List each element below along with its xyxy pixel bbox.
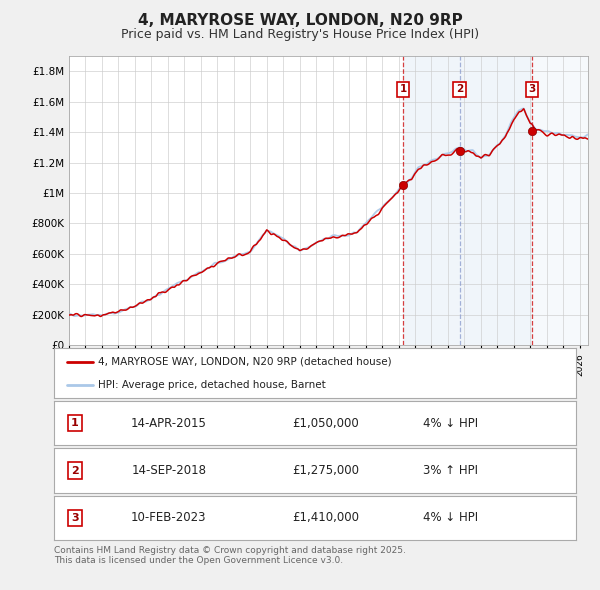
Text: 4, MARYROSE WAY, LONDON, N20 9RP (detached house): 4, MARYROSE WAY, LONDON, N20 9RP (detach… — [98, 356, 392, 366]
Text: 1: 1 — [71, 418, 79, 428]
Bar — [532, 56, 588, 345]
Text: 14-APR-2015: 14-APR-2015 — [131, 417, 207, 430]
Text: 1: 1 — [400, 84, 407, 94]
Text: 10-FEB-2023: 10-FEB-2023 — [131, 511, 206, 525]
Text: 3: 3 — [71, 513, 79, 523]
Text: HPI: Average price, detached house, Barnet: HPI: Average price, detached house, Barn… — [98, 380, 326, 390]
Text: 2: 2 — [71, 466, 79, 476]
Text: 3: 3 — [529, 84, 536, 94]
Bar — [532, 56, 588, 345]
Text: 14-SEP-2018: 14-SEP-2018 — [131, 464, 206, 477]
Text: 4% ↓ HPI: 4% ↓ HPI — [423, 511, 478, 525]
Text: Contains HM Land Registry data © Crown copyright and database right 2025.
This d: Contains HM Land Registry data © Crown c… — [54, 546, 406, 565]
Text: £1,410,000: £1,410,000 — [292, 511, 359, 525]
Text: 4% ↓ HPI: 4% ↓ HPI — [423, 417, 478, 430]
Text: 2: 2 — [456, 84, 463, 94]
Text: £1,050,000: £1,050,000 — [292, 417, 359, 430]
Text: 4, MARYROSE WAY, LONDON, N20 9RP: 4, MARYROSE WAY, LONDON, N20 9RP — [137, 13, 463, 28]
Bar — [460, 56, 532, 345]
Text: Price paid vs. HM Land Registry's House Price Index (HPI): Price paid vs. HM Land Registry's House … — [121, 28, 479, 41]
Text: 3% ↑ HPI: 3% ↑ HPI — [423, 464, 478, 477]
Text: £1,275,000: £1,275,000 — [292, 464, 359, 477]
Bar — [403, 56, 460, 345]
